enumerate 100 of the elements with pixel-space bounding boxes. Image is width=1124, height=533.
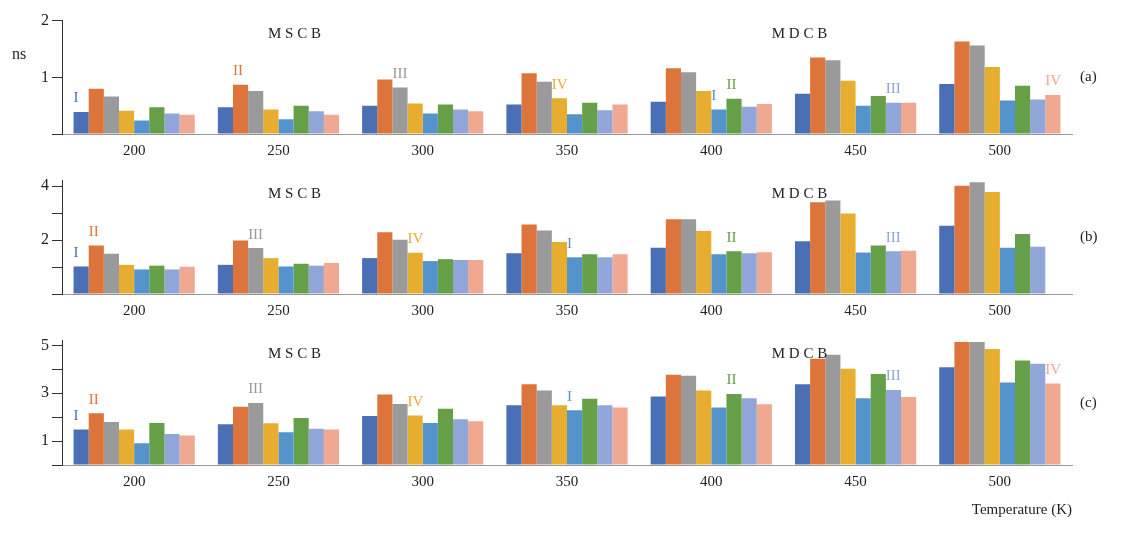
bar: [939, 225, 955, 294]
bar: [711, 109, 727, 134]
bar: [756, 103, 772, 134]
bar: [665, 374, 681, 465]
bar: [870, 245, 886, 294]
x-tick-label: 500: [988, 472, 1012, 489]
bar: [149, 265, 165, 294]
data-label: I: [73, 89, 79, 106]
annotation: M D C B: [771, 345, 828, 362]
annotation: M S C B: [268, 345, 321, 362]
bar: [756, 404, 772, 465]
bar: [377, 394, 393, 465]
text: (c): [1080, 393, 1097, 411]
bar: [293, 263, 309, 294]
bar: [939, 367, 955, 465]
data-label: II: [88, 390, 99, 407]
bar: [88, 88, 104, 134]
bar: [1030, 246, 1046, 294]
bar: [696, 390, 712, 465]
bar: [323, 429, 340, 465]
bar: [407, 103, 423, 134]
bar: [453, 259, 469, 294]
bar: [954, 41, 970, 134]
bar: [164, 269, 180, 294]
bar: [164, 433, 180, 465]
bar: [551, 98, 567, 134]
bar: [870, 374, 886, 465]
bar: [88, 245, 104, 294]
bar: [810, 358, 826, 465]
bar: [377, 79, 393, 134]
x-tick-label: 200: [122, 301, 146, 318]
data-label: IV: [1045, 72, 1062, 89]
x-tick-label: 400: [700, 141, 723, 158]
bar: [840, 213, 856, 294]
bar: [521, 73, 537, 134]
data-label: II: [232, 62, 243, 79]
bar: [217, 264, 233, 294]
bar: [901, 397, 917, 465]
bar: [422, 113, 438, 134]
x-tick-label: 300: [411, 472, 434, 489]
bar: [870, 96, 886, 134]
bar: [954, 185, 970, 294]
bar: [149, 107, 165, 134]
x-tick-label: 400: [700, 301, 723, 318]
bar: [278, 432, 294, 465]
bar: [506, 405, 522, 465]
bar: [134, 443, 150, 465]
bar: [999, 100, 1016, 134]
bar: [696, 231, 712, 294]
bar: [711, 254, 727, 294]
data-label: IV: [407, 230, 424, 247]
data-label: II: [726, 76, 737, 93]
bar: [118, 110, 135, 134]
y-tick-label: 1: [41, 67, 49, 85]
bar: [650, 396, 666, 465]
x-axis-title: Temperature (K): [971, 500, 1072, 518]
bar: [293, 418, 309, 465]
bar: [741, 253, 757, 294]
bar: [217, 424, 233, 465]
data-label: I: [73, 243, 79, 260]
bar: [73, 429, 89, 465]
bar: [551, 405, 567, 465]
bar: [407, 252, 423, 294]
bar: [73, 266, 89, 294]
bar: [810, 202, 826, 294]
data-label: I: [567, 387, 572, 404]
bar: [794, 241, 811, 294]
bar: [696, 90, 712, 134]
bar: [308, 265, 324, 294]
bar: [855, 105, 871, 134]
bar: [1015, 85, 1031, 134]
bar: [939, 84, 955, 134]
bar: [422, 261, 438, 294]
bar: [582, 102, 598, 134]
bar: [612, 104, 628, 134]
bar: [278, 119, 294, 134]
bar: [278, 266, 294, 294]
bar: [1030, 363, 1046, 465]
bar: [407, 415, 423, 465]
bar: [612, 407, 628, 465]
bar: [901, 102, 917, 134]
data-label: III: [248, 380, 264, 397]
bar: [840, 80, 856, 134]
bar: [134, 120, 150, 134]
bar: [901, 250, 917, 294]
bar: [1045, 94, 1061, 134]
y-tick-label: 1: [41, 431, 49, 449]
annotation: M D C B: [771, 25, 828, 42]
y-axis-title: ns: [12, 44, 27, 62]
bar: [984, 191, 1000, 294]
bar: [232, 84, 249, 134]
bar: [179, 435, 195, 465]
bar: [232, 240, 249, 294]
bar: [810, 57, 826, 134]
bar: [567, 257, 583, 294]
y-tick-label: 2: [41, 230, 49, 248]
data-label: III: [885, 367, 901, 384]
bar: [582, 254, 598, 294]
annotation: M S C B: [268, 185, 321, 202]
bar: [582, 398, 598, 465]
